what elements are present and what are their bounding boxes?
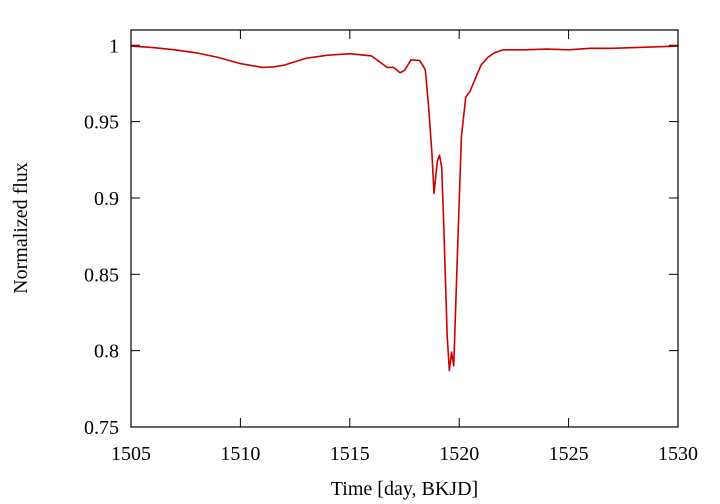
series-group — [130, 45, 679, 372]
x-tick-label-3: 1520 — [439, 443, 479, 465]
y-tick-label-0: 0.75 — [84, 417, 119, 439]
y-tick-label-4: 0.95 — [84, 112, 119, 134]
y-axis-title: Normalized flux — [10, 162, 32, 294]
x-axis-title: Time [day, BKJD] — [331, 478, 478, 500]
y-tick-label-5: 1 — [109, 35, 119, 57]
ticks-group: 1505 1510 1515 1520 1525 1530 0.75 0.8 0.85 0.9 0.… — [84, 30, 698, 465]
x-tick-label-1: 1510 — [220, 443, 260, 465]
y-tick-label-3: 0.9 — [94, 188, 119, 210]
x-tick-label-0: 1505 — [111, 443, 151, 465]
x-tick-label-2: 1515 — [330, 443, 370, 465]
plot-frame — [130, 29, 679, 428]
x-tick-label-5: 1530 — [658, 443, 698, 465]
y-tick-label-2: 0.85 — [84, 264, 119, 286]
y-tick-label-1: 0.8 — [94, 341, 119, 363]
x-tick-label-4: 1525 — [549, 443, 589, 465]
series-line-0 — [130, 45, 679, 372]
